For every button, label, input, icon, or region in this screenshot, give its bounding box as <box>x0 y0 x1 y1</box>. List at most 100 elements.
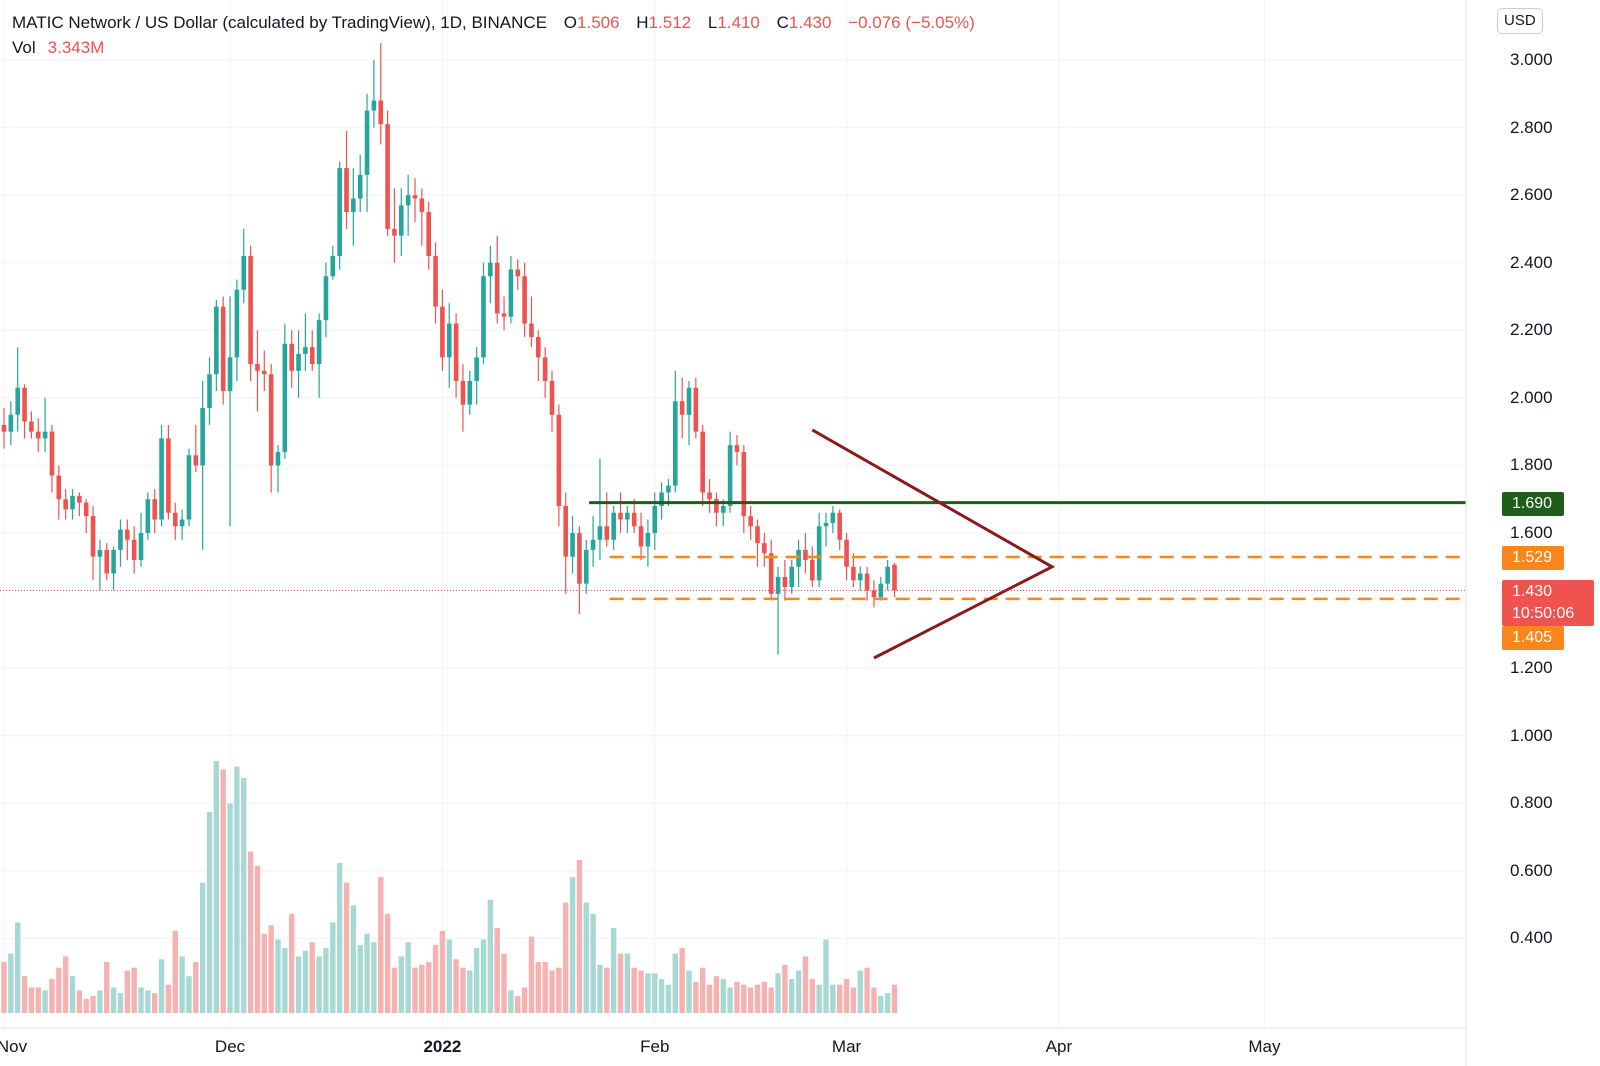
open-label: O <box>563 13 578 32</box>
candle <box>727 431 733 513</box>
volume-bar <box>604 967 610 1013</box>
volume-bar <box>28 987 35 1013</box>
volume-bar <box>446 939 452 1013</box>
current-price-tag: 1.430 10:50:06 <box>1502 580 1594 626</box>
candle-body <box>837 512 842 540</box>
candle <box>111 546 116 591</box>
price-tick-label: 2.800 <box>1510 117 1553 137</box>
candle-body <box>762 543 767 554</box>
candle-body <box>645 533 651 547</box>
price-tick-label: 1.000 <box>1510 725 1553 745</box>
volume-bar <box>706 984 713 1013</box>
candle <box>399 188 404 256</box>
volume-bar <box>227 803 233 1013</box>
current-price-value: 1.430 <box>1512 583 1553 600</box>
candle <box>768 539 774 601</box>
volume-bar <box>652 973 658 1013</box>
volume-bar <box>645 973 651 1013</box>
candle <box>803 533 808 574</box>
volume-bar <box>165 984 172 1013</box>
symbol-legend: MATIC Network / US Dollar (calculated by… <box>12 10 975 60</box>
volume-bar <box>816 984 822 1013</box>
volume-bar <box>830 984 836 1013</box>
candle <box>631 499 637 534</box>
volume-bar <box>302 950 309 1013</box>
volume-bar <box>179 956 185 1013</box>
candle-body <box>878 583 884 598</box>
candle <box>77 492 82 517</box>
candle <box>522 262 527 338</box>
volume-bar <box>138 987 144 1013</box>
candle-body <box>207 374 212 408</box>
change-value: −0.076 (−5.05%) <box>848 13 975 32</box>
candle-body <box>720 505 726 513</box>
candle <box>344 130 349 229</box>
currency-button[interactable]: USD <box>1497 8 1543 34</box>
volume-bar <box>193 962 199 1013</box>
volume-bar <box>21 976 28 1013</box>
candle-body <box>97 549 103 557</box>
candle-body <box>549 380 555 415</box>
open-value: 1.506 <box>577 13 620 32</box>
candle <box>35 418 41 452</box>
candle <box>378 43 384 145</box>
candle-body <box>131 539 137 561</box>
candle <box>782 560 788 601</box>
volume-bar <box>665 984 672 1013</box>
low-label: L <box>707 13 718 32</box>
volume-bar <box>747 987 754 1013</box>
volume-bar <box>364 933 370 1013</box>
candle-body <box>727 445 733 506</box>
volume-bar <box>90 996 96 1013</box>
volume-bar <box>124 970 130 1013</box>
candle-body <box>693 387 699 432</box>
price-tick-label: 1.800 <box>1510 455 1553 475</box>
volume-bar <box>186 976 192 1013</box>
candle <box>837 509 842 550</box>
candle-body <box>234 289 240 358</box>
candle-body <box>111 549 116 574</box>
volume-bar <box>556 967 562 1013</box>
candle-body <box>193 455 199 466</box>
volume-bar <box>720 979 726 1013</box>
volume-bar <box>323 947 329 1013</box>
candle <box>830 505 836 534</box>
volume-bar <box>741 984 747 1013</box>
candle <box>556 404 562 527</box>
candle <box>207 357 212 425</box>
candle-body <box>309 347 315 365</box>
volume-bar <box>330 922 336 1013</box>
candle <box>611 505 616 550</box>
volume-bar <box>62 956 69 1013</box>
candle-body <box>604 526 610 540</box>
candle-body <box>166 438 171 513</box>
candle <box>570 516 575 574</box>
candle-body <box>138 533 144 561</box>
candle <box>104 543 110 581</box>
candle-body <box>700 431 705 493</box>
volume-bar <box>432 945 439 1013</box>
volume-bar <box>679 947 685 1013</box>
volume-bar <box>528 936 535 1013</box>
candle <box>536 330 541 381</box>
candle-body <box>42 431 48 439</box>
candle <box>172 502 178 540</box>
candle-body <box>77 495 82 503</box>
candle <box>227 296 233 527</box>
candle <box>563 492 568 594</box>
candle <box>97 539 103 591</box>
ohlc-row: MATIC Network / US Dollar (calculated by… <box>12 10 975 35</box>
candle-body <box>748 516 753 527</box>
volume-bar <box>117 993 124 1013</box>
volume-value: 3.343M <box>47 38 105 57</box>
candle <box>474 347 479 405</box>
candle-body <box>707 492 712 500</box>
candle-body <box>789 566 795 588</box>
candle <box>159 424 164 527</box>
volume-bar <box>878 996 884 1013</box>
volume-bar <box>535 962 541 1013</box>
candle-body <box>686 387 692 415</box>
candle <box>796 539 801 588</box>
candle-body <box>563 505 568 557</box>
